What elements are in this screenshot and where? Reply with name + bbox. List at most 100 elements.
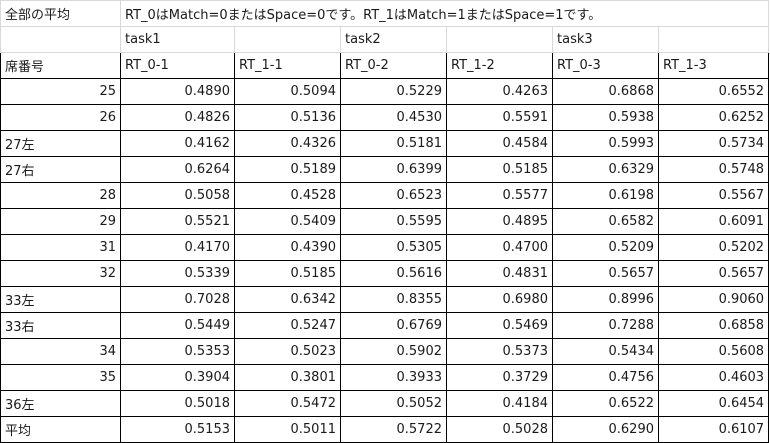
cell-value[interactable]: 0.4162 (120, 130, 235, 157)
cell-task2[interactable]: task2 (340, 26, 447, 53)
cell-value[interactable]: 0.5567 (657, 182, 770, 209)
cell-value[interactable]: 0.6252 (657, 104, 770, 131)
cell-task1[interactable]: task1 (120, 26, 235, 53)
cell-value[interactable]: 0.5247 (234, 312, 341, 339)
header-rt1-1[interactable]: RT_1-1 (234, 52, 341, 79)
cell-value[interactable]: 0.4603 (657, 364, 770, 391)
cell-value[interactable]: 0.5339 (120, 260, 235, 287)
cell-value[interactable]: 0.6980 (446, 286, 553, 313)
cell-task3[interactable]: task3 (552, 26, 659, 53)
cell-value[interactable]: 0.4890 (120, 78, 235, 105)
cell-value[interactable]: 0.5577 (446, 182, 553, 209)
cell-value[interactable]: 0.5595 (340, 208, 447, 235)
cell-value[interactable]: 0.6858 (657, 312, 770, 339)
cell-value[interactable]: 0.6769 (340, 312, 447, 339)
cell-value[interactable]: 0.5902 (340, 338, 447, 365)
cell-value[interactable]: 0.5229 (340, 78, 447, 105)
cell-value[interactable]: 0.4895 (446, 208, 553, 235)
cell-value[interactable]: 0.4831 (446, 260, 553, 287)
cell-value[interactable]: 0.5202 (657, 234, 770, 261)
cell-seat-number[interactable]: 33右 (0, 312, 121, 339)
cell-seat-number[interactable]: 25 (0, 78, 121, 105)
cell-value[interactable]: 0.5185 (446, 156, 553, 183)
cell-value[interactable]: 0.8355 (340, 286, 447, 313)
cell-value[interactable]: 0.5608 (657, 338, 770, 365)
header-seat-number[interactable]: 席番号 (0, 52, 121, 79)
cell-value[interactable]: 0.8996 (552, 286, 659, 313)
cell-value[interactable]: 0.3933 (340, 364, 447, 391)
cell-value[interactable]: 0.6582 (552, 208, 659, 235)
cell-seat-number[interactable]: 31 (0, 234, 121, 261)
cell-value[interactable]: 0.7028 (120, 286, 235, 313)
cell-seat-number[interactable]: 36左 (0, 390, 121, 417)
cell-seat-number[interactable]: 平均 (0, 416, 121, 443)
cell-value[interactable]: 0.6868 (552, 78, 659, 105)
cell-value[interactable]: 0.5472 (234, 390, 341, 417)
cell-value[interactable]: 0.3904 (120, 364, 235, 391)
cell-value[interactable]: 0.4528 (234, 182, 341, 209)
cell-value[interactable]: 0.5353 (120, 338, 235, 365)
cell-seat-number[interactable]: 35 (0, 364, 121, 391)
cell-value[interactable]: 0.6523 (340, 182, 447, 209)
cell-value[interactable]: 0.5734 (657, 130, 770, 157)
cell-value[interactable]: 0.6522 (552, 390, 659, 417)
cell-value[interactable]: 0.6091 (657, 208, 770, 235)
cell-value[interactable]: 0.5657 (552, 260, 659, 287)
cell-empty[interactable] (234, 26, 341, 53)
cell-value[interactable]: 0.5591 (446, 104, 553, 131)
cell-value[interactable]: 0.5058 (120, 182, 235, 209)
cell-value[interactable]: 0.9060 (657, 286, 770, 313)
cell-value[interactable]: 0.4826 (120, 104, 235, 131)
cell-value[interactable]: 0.5469 (446, 312, 553, 339)
cell-value[interactable]: 0.5052 (340, 390, 447, 417)
cell-seat-number[interactable]: 29 (0, 208, 121, 235)
cell-value[interactable]: 0.5305 (340, 234, 447, 261)
cell-value[interactable]: 0.5657 (657, 260, 770, 287)
cell-value[interactable]: 0.4756 (552, 364, 659, 391)
cell-value[interactable]: 0.5189 (234, 156, 341, 183)
header-rt0-3[interactable]: RT_0-3 (552, 52, 659, 79)
cell-seat-number[interactable]: 28 (0, 182, 121, 209)
cell-value[interactable]: 0.5993 (552, 130, 659, 157)
cell-empty[interactable] (657, 26, 770, 53)
cell-value[interactable]: 0.6399 (340, 156, 447, 183)
cell-value[interactable]: 0.6290 (552, 416, 659, 443)
cell-seat-number[interactable]: 33左 (0, 286, 121, 313)
cell-value[interactable]: 0.5373 (446, 338, 553, 365)
cell-value[interactable]: 0.6552 (657, 78, 770, 105)
cell-value[interactable]: 0.5011 (234, 416, 341, 443)
header-rt0-2[interactable]: RT_0-2 (340, 52, 447, 79)
cell-value[interactable]: 0.4530 (340, 104, 447, 131)
cell-value[interactable]: 0.5209 (552, 234, 659, 261)
cell-value[interactable]: 0.4263 (446, 78, 553, 105)
cell-value[interactable]: 0.6342 (234, 286, 341, 313)
cell-empty[interactable] (0, 26, 121, 53)
cell-value[interactable]: 0.6107 (657, 416, 770, 443)
cell-value[interactable]: 0.5409 (234, 208, 341, 235)
cell-value[interactable]: 0.5028 (446, 416, 553, 443)
cell-seat-number[interactable]: 34 (0, 338, 121, 365)
cell-value[interactable]: 0.5094 (234, 78, 341, 105)
cell-value[interactable]: 0.3801 (234, 364, 341, 391)
cell-value[interactable]: 0.6198 (552, 182, 659, 209)
cell-value[interactable]: 0.5181 (340, 130, 447, 157)
cell-value[interactable]: 0.4584 (446, 130, 553, 157)
cell-overall-average-label[interactable]: 全部の平均 (0, 0, 121, 27)
cell-value[interactable]: 0.5616 (340, 260, 447, 287)
cell-value[interactable]: 0.3729 (446, 364, 553, 391)
cell-value[interactable]: 0.4390 (234, 234, 341, 261)
cell-value[interactable]: 0.4170 (120, 234, 235, 261)
cell-seat-number[interactable]: 32 (0, 260, 121, 287)
cell-value[interactable]: 0.5722 (340, 416, 447, 443)
cell-value[interactable]: 0.6264 (120, 156, 235, 183)
cell-value[interactable]: 0.5449 (120, 312, 235, 339)
cell-value[interactable]: 0.6329 (552, 156, 659, 183)
cell-empty[interactable] (446, 26, 553, 53)
header-rt1-2[interactable]: RT_1-2 (446, 52, 553, 79)
cell-note[interactable]: RT_0はMatch=0またはSpace=0です。RT_1はMatch=1または… (119, 0, 770, 27)
cell-value[interactable]: 0.5748 (657, 156, 770, 183)
cell-seat-number[interactable]: 26 (0, 104, 121, 131)
header-rt1-3[interactable]: RT_1-3 (657, 52, 770, 79)
cell-seat-number[interactable]: 27右 (0, 156, 121, 183)
cell-value[interactable]: 0.5136 (234, 104, 341, 131)
